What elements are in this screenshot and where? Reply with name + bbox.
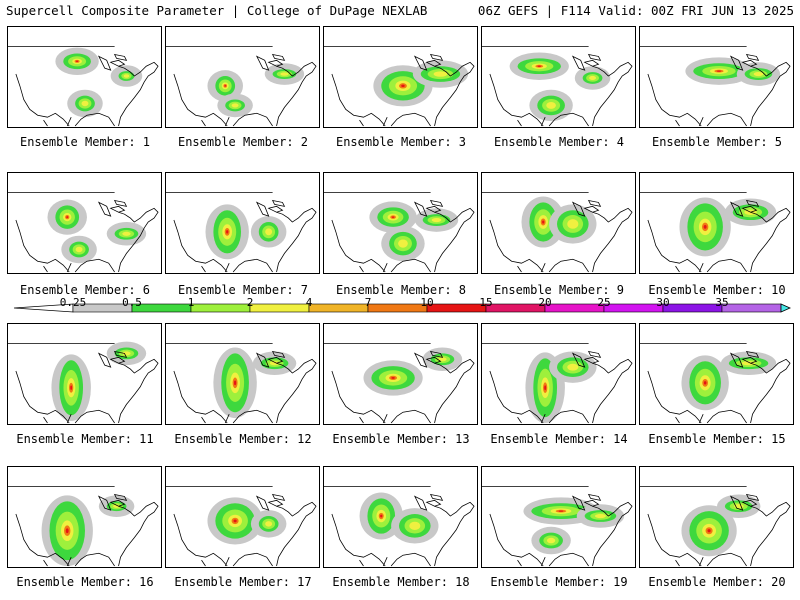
- color-scale-label: 15: [479, 296, 493, 309]
- model-run-info: 06Z GEFS | F114 Valid: 00Z FRI JUN 13 20…: [477, 3, 794, 18]
- ensemble-member-caption: Ensemble Member: 3: [335, 135, 467, 149]
- color-scale-label: 35: [715, 296, 729, 309]
- ensemble-member-map: [7, 172, 162, 274]
- ensemble-member-caption: Ensemble Member: 4: [493, 135, 625, 149]
- ensemble-member-caption: Ensemble Member: 19: [490, 575, 628, 589]
- ensemble-member-caption: Ensemble Member: 16: [16, 575, 154, 589]
- ensemble-member-caption: Ensemble Member: 17: [174, 575, 312, 589]
- color-scale-segment: [367, 303, 428, 313]
- ensemble-member-map: [7, 323, 162, 425]
- ensemble-member-caption: Ensemble Member: 18: [332, 575, 470, 589]
- ensemble-member-map: [165, 172, 320, 274]
- ensemble-member-caption: Ensemble Member: 11: [16, 432, 154, 446]
- ensemble-member-caption: Ensemble Member: 6: [19, 283, 151, 297]
- ensemble-member-map: [639, 172, 794, 274]
- ensemble-member-map: [481, 323, 636, 425]
- color-scale-label: 25: [597, 296, 611, 309]
- ensemble-member-map: [165, 323, 320, 425]
- color-scale-segment: [308, 303, 369, 313]
- ensemble-member-caption: Ensemble Member: 5: [651, 135, 783, 149]
- ensemble-member-map: [639, 323, 794, 425]
- color-scale-segment: [603, 303, 664, 313]
- ensemble-member-map: [323, 26, 478, 128]
- color-scale-label: 2: [246, 296, 254, 309]
- color-scale-segment: [544, 303, 605, 313]
- ensemble-member-caption: Ensemble Member: 10: [648, 283, 786, 297]
- ensemble-member-caption: Ensemble Member: 14: [490, 432, 628, 446]
- ensemble-member-map: [481, 172, 636, 274]
- ensemble-member-map: [7, 466, 162, 568]
- color-scale-label: 4: [305, 296, 313, 309]
- ensemble-member-caption: Ensemble Member: 1: [19, 135, 151, 149]
- ensemble-member-map: [639, 466, 794, 568]
- ensemble-member-caption: Ensemble Member: 7: [177, 283, 309, 297]
- ensemble-member-caption: Ensemble Member: 2: [177, 135, 309, 149]
- color-scale-segment: [426, 303, 487, 313]
- ensemble-member-caption: Ensemble Member: 15: [648, 432, 786, 446]
- ensemble-member-map: [481, 466, 636, 568]
- ensemble-member-map: [323, 172, 478, 274]
- ensemble-member-map: [481, 26, 636, 128]
- color-scale-label: 10: [420, 296, 434, 309]
- color-scale-label: 0.25: [59, 296, 87, 309]
- color-scale-segment: [662, 303, 723, 313]
- ensemble-member-map: [323, 466, 478, 568]
- ensemble-member-map: [639, 26, 794, 128]
- ensemble-member-caption: Ensemble Member: 12: [174, 432, 312, 446]
- color-scale-segment: [485, 303, 546, 313]
- ensemble-member-caption: Ensemble Member: 13: [332, 432, 470, 446]
- page-title: Supercell Composite Parameter | College …: [6, 3, 428, 18]
- color-scale-bar: [13, 303, 791, 313]
- color-scale-segment: [190, 303, 251, 313]
- color-scale-segment: [721, 303, 782, 313]
- ensemble-member-caption: Ensemble Member: 9: [493, 283, 625, 297]
- ensemble-member-caption: Ensemble Member: 20: [648, 575, 786, 589]
- color-scale-label: 7: [364, 296, 372, 309]
- color-scale-label: 20: [538, 296, 552, 309]
- ensemble-member-map: [165, 26, 320, 128]
- color-scale-segment: [249, 303, 310, 313]
- color-scale-label: 30: [656, 296, 670, 309]
- ensemble-member-map: [323, 323, 478, 425]
- ensemble-member-map: [165, 466, 320, 568]
- color-scale-label: 1: [187, 296, 195, 309]
- ensemble-member-caption: Ensemble Member: 8: [335, 283, 467, 297]
- ensemble-member-map: [7, 26, 162, 128]
- color-scale-label: 0.5: [122, 296, 142, 309]
